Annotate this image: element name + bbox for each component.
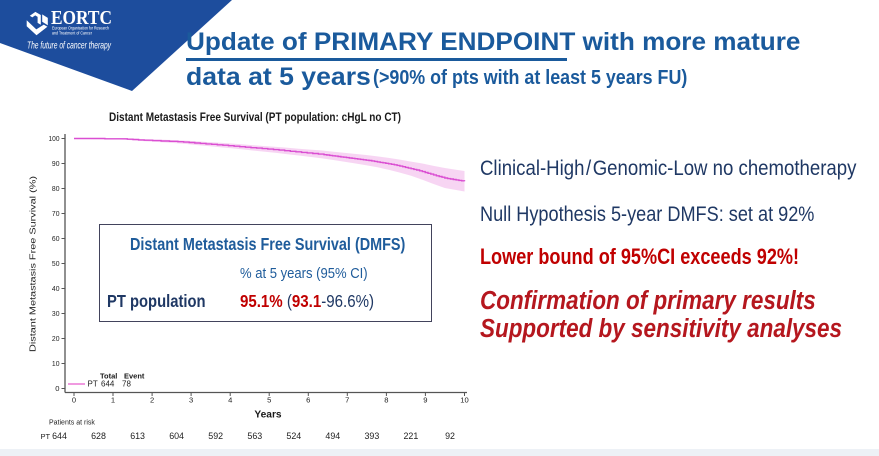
- svg-text:0: 0: [55, 384, 59, 393]
- svg-text:Patients at risk: Patients at risk: [49, 420, 95, 427]
- svg-text:4: 4: [228, 396, 232, 405]
- svg-text:613: 613: [130, 431, 145, 441]
- svg-text:90: 90: [52, 159, 60, 168]
- svg-text:92: 92: [445, 431, 455, 441]
- svg-text:European Organisation for Rese: European Organisation for Research: [52, 26, 109, 31]
- svg-text:and Treatment of Cancer: and Treatment of Cancer: [52, 30, 92, 35]
- svg-text:Distant Metastasis Free Surviv: Distant Metastasis Free Survival (%): [28, 176, 38, 352]
- svg-text:PT: PT: [41, 432, 51, 441]
- svg-text:78: 78: [122, 380, 131, 389]
- svg-text:592: 592: [208, 431, 223, 441]
- svg-text:3: 3: [189, 396, 193, 405]
- svg-text:60: 60: [52, 234, 60, 243]
- svg-text:Total: Total: [100, 372, 117, 381]
- svg-text:524: 524: [286, 431, 301, 441]
- svg-text:Distant Metastasis Free Surviv: Distant Metastasis Free Survival (PT pop…: [109, 110, 401, 124]
- svg-text:PT: PT: [88, 380, 98, 389]
- svg-text:604: 604: [169, 431, 184, 441]
- svg-text:80: 80: [52, 184, 60, 193]
- svg-text:494: 494: [325, 431, 340, 441]
- svg-text:The future of cancer therapy: The future of cancer therapy: [27, 40, 111, 52]
- svg-text:9: 9: [423, 396, 427, 405]
- svg-text:7: 7: [345, 396, 349, 405]
- svg-text:8: 8: [384, 396, 388, 405]
- svg-text:50: 50: [52, 259, 60, 268]
- svg-text:563: 563: [247, 431, 262, 441]
- svg-text:644: 644: [52, 431, 67, 441]
- svg-text:5: 5: [267, 396, 271, 405]
- svg-text:221: 221: [403, 431, 418, 441]
- svg-text:20: 20: [52, 334, 60, 343]
- svg-text:100: 100: [49, 134, 60, 143]
- svg-text:6: 6: [306, 396, 310, 405]
- svg-text:628: 628: [91, 431, 106, 441]
- svg-text:2: 2: [150, 396, 154, 405]
- svg-text:70: 70: [52, 209, 60, 218]
- svg-text:EORTC: EORTC: [51, 8, 112, 29]
- svg-text:0: 0: [72, 396, 76, 405]
- svg-text:30: 30: [52, 309, 60, 318]
- svg-text:393: 393: [364, 431, 379, 441]
- svg-text:10: 10: [52, 359, 60, 368]
- svg-text:644: 644: [101, 380, 115, 389]
- svg-text:1: 1: [111, 396, 115, 405]
- svg-text:Event: Event: [124, 372, 145, 381]
- svg-text:10: 10: [460, 396, 468, 405]
- svg-text:Years: Years: [254, 410, 282, 421]
- svg-text:40: 40: [52, 284, 60, 293]
